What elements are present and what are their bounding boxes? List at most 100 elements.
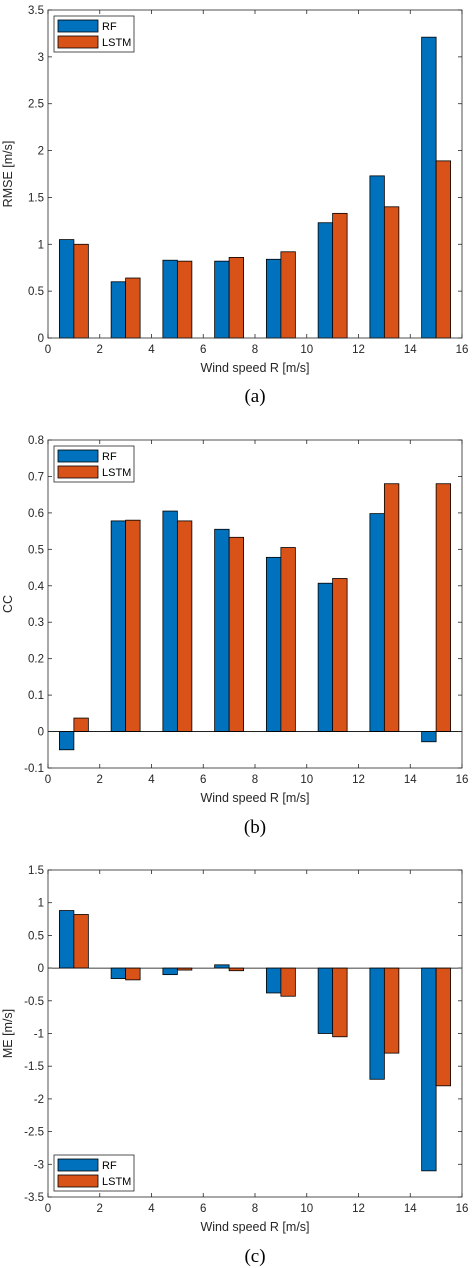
bar-rf-3 <box>214 964 230 969</box>
legend-swatch-rf <box>57 1158 99 1172</box>
y-axis-label: ME [m/s] <box>1 1009 15 1058</box>
bar-rf-6 <box>369 967 385 1080</box>
caption: (c) <box>244 1246 265 1267</box>
x-tick-label: 0 <box>45 774 51 786</box>
bar-lstm-7 <box>435 483 452 732</box>
y-tick-label: -0.1 <box>24 763 44 775</box>
y-axis-label: RMSE [m/s] <box>1 141 15 208</box>
y-tick-label: 1 <box>38 898 44 910</box>
bar-lstm-4 <box>280 251 296 339</box>
x-tick-label: 14 <box>404 774 417 786</box>
legend-swatch-lstm <box>57 1174 99 1188</box>
x-tick-label: 2 <box>97 1203 103 1215</box>
bar-lstm-1 <box>125 519 141 732</box>
y-tick-label: 0 <box>38 963 44 975</box>
bar-lstm-4 <box>280 967 296 997</box>
x-tick-label: 4 <box>148 1203 155 1215</box>
y-tick-label: -3.5 <box>24 1192 44 1204</box>
bar-rf-5 <box>317 582 334 732</box>
bar-rf-2 <box>162 967 178 976</box>
y-tick-label: 0.2 <box>28 654 44 666</box>
bar-lstm-2 <box>176 520 193 732</box>
x-tick-label: 6 <box>200 1203 206 1215</box>
y-tick-label: 1 <box>38 239 44 251</box>
x-tick-label: 4 <box>148 344 155 356</box>
y-tick-label: 3.5 <box>28 5 44 17</box>
y-tick-label: 0 <box>38 333 44 345</box>
y-tick-label: 0 <box>38 727 44 739</box>
legend: RF LSTM <box>53 445 135 483</box>
x-tick-label: 16 <box>456 344 469 356</box>
x-tick-label: 16 <box>456 774 469 786</box>
y-tick-label: -0.5 <box>24 996 44 1008</box>
bar-lstm-7 <box>435 160 452 339</box>
y-tick-label: 2.5 <box>28 99 44 111</box>
bar-lstm-6 <box>383 483 400 732</box>
bar-rf-3 <box>214 260 230 339</box>
y-tick-label: 0.5 <box>28 930 44 942</box>
caption: (b) <box>244 817 266 838</box>
y-tick-label: 0.5 <box>28 286 44 298</box>
x-tick-label: 0 <box>45 344 51 356</box>
bar-rf-1 <box>110 967 127 979</box>
legend-swatch-rf <box>57 449 99 463</box>
bar-lstm-0 <box>73 717 89 732</box>
legend-label-lstm: LSTM <box>102 467 131 479</box>
bar-lstm-1 <box>125 277 141 339</box>
bar-rf-6 <box>369 175 385 339</box>
legend-label-lstm: LSTM <box>102 1176 131 1188</box>
chart-a: 0 2 4 6 8 10 12 14 16 0 0.5 1 1.5 2 2.5 3 3.5 Wind speed … <box>1 5 468 407</box>
y-tick-label: 0.6 <box>28 508 44 520</box>
y-tick-label: 1.5 <box>28 865 44 877</box>
y-tick-label: -1 <box>34 1029 44 1041</box>
bar-lstm-1 <box>125 967 141 981</box>
y-tick-label: 0.8 <box>28 435 44 447</box>
legend-label-rf: RF <box>102 21 117 33</box>
legend-swatch-lstm <box>57 35 99 49</box>
bar-rf-4 <box>265 556 282 732</box>
bar-rf-4 <box>265 967 282 994</box>
bar-lstm-0 <box>73 914 89 969</box>
bar-rf-7 <box>421 967 437 1172</box>
bar-rf-1 <box>110 281 127 339</box>
bar-rf-6 <box>369 513 385 732</box>
x-tick-label: 2 <box>97 774 103 786</box>
y-axis-label: CC <box>1 595 15 613</box>
bar-rf-2 <box>162 259 178 339</box>
plot-area <box>48 440 462 768</box>
bar-lstm-0 <box>73 243 89 339</box>
x-tick-label: 14 <box>404 344 417 356</box>
bar-lstm-6 <box>383 206 400 339</box>
y-tick-label: 0.1 <box>28 690 44 702</box>
bar-rf-4 <box>265 258 282 339</box>
y-tick-label: 3 <box>38 52 44 64</box>
legend: RF LSTM <box>53 15 135 53</box>
x-tick-label: 8 <box>252 1203 258 1215</box>
x-tick-label: 16 <box>456 1203 469 1215</box>
x-tick-label: 6 <box>200 774 206 786</box>
bar-lstm-5 <box>332 967 348 1038</box>
bar-lstm-2 <box>176 260 193 339</box>
x-tick-label: 6 <box>200 344 206 356</box>
y-tick-label: 0.5 <box>28 544 44 556</box>
bar-rf-1 <box>110 520 127 732</box>
bar-rf-0 <box>58 731 75 751</box>
x-tick-label: 8 <box>252 344 258 356</box>
legend-swatch-rf <box>57 19 99 33</box>
bar-lstm-3 <box>228 257 245 339</box>
x-tick-label: 2 <box>97 344 103 356</box>
x-tick-label: 12 <box>352 344 365 356</box>
bar-rf-5 <box>317 222 334 339</box>
bar-lstm-7 <box>435 967 452 1087</box>
chart-b: 0 2 4 6 8 10 12 14 16-0.100.10.20.30.40.50.60.70… <box>1 435 468 838</box>
x-tick-label: 0 <box>45 1203 51 1215</box>
bar-lstm-5 <box>332 212 348 339</box>
bar-rf-0 <box>58 239 75 339</box>
legend-swatch-lstm <box>57 465 99 479</box>
chart-c: 0 2 4 6 8 10 12 14 16 -3.5 -3 -2.5 -2 -1.5 -1 -0.5 0 0.5 1… <box>1 865 468 1267</box>
x-axis-label: Wind speed R [m/s] <box>200 361 309 375</box>
bar-rf-2 <box>162 510 178 732</box>
x-axis-label: Wind speed R [m/s] <box>200 791 309 805</box>
plot-area <box>48 870 462 1197</box>
